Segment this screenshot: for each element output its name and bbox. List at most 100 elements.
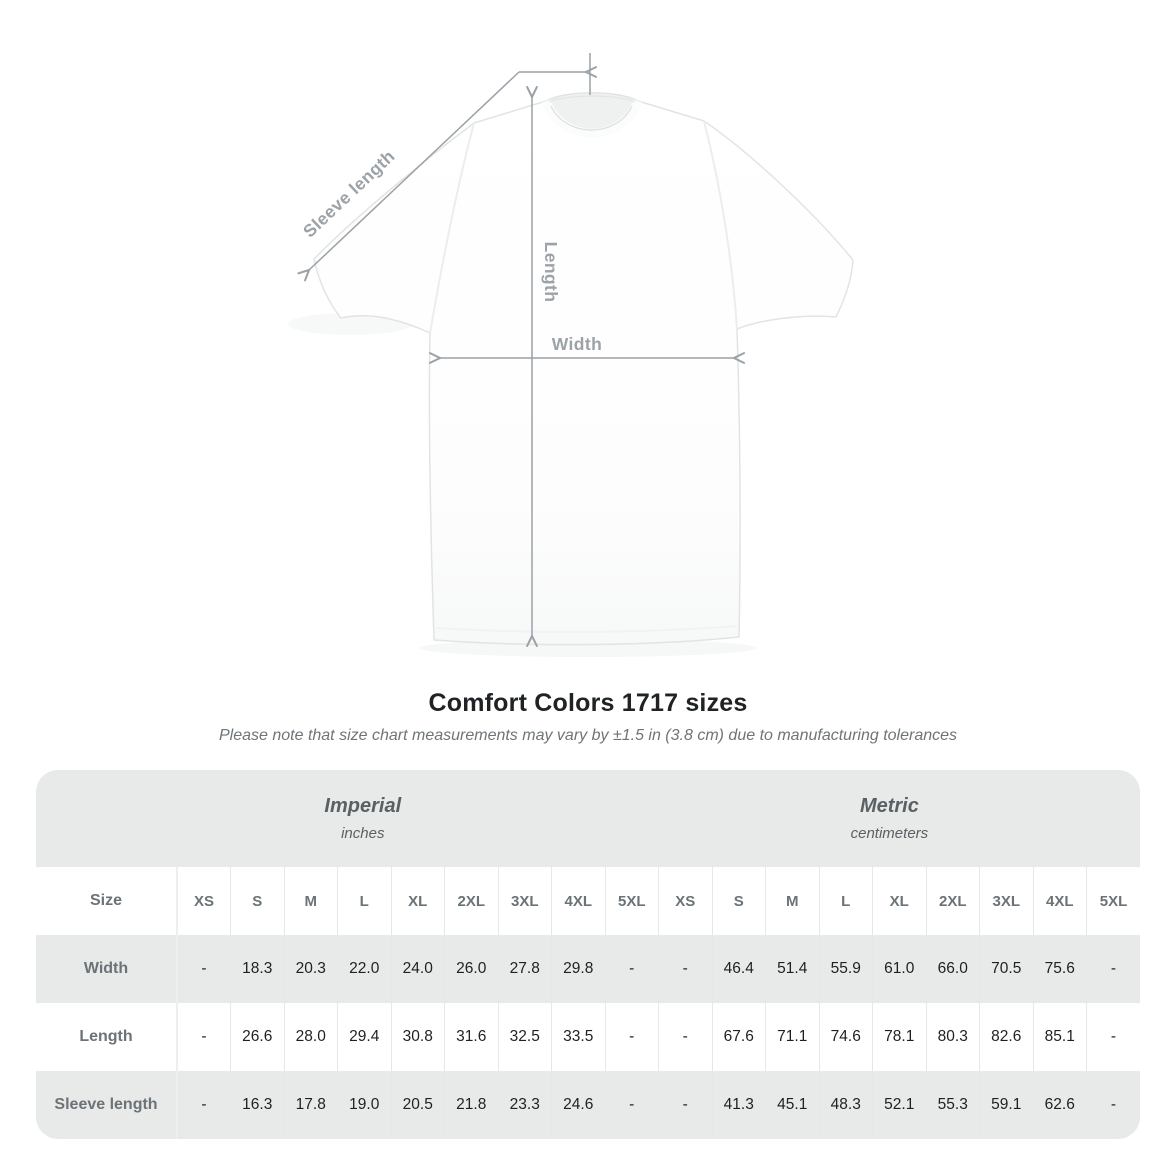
size-col-header-metric: L [818,867,873,935]
value-cell: 85.1 [1032,1003,1087,1071]
size-col-header-imperial: 4XL [551,867,605,935]
measurement-row: Sleeve length -16.3 17.8 19.0 20.5 21.8 23.3 24… [36,1071,1140,1139]
collar-inner-edge [550,105,633,131]
page-title: Comfort Colors 1717 sizes [428,689,748,717]
imperial-header-group: Imperial inches [324,770,401,867]
width-label: Width [552,334,602,354]
tshirt-figure: Sleeve length Length Width [288,53,854,648]
metric-title: Metric [859,795,919,817]
size-col-header-imperial: XL [390,867,445,935]
size-col-header-imperial: L [337,867,391,935]
collar-back-edge [548,95,636,103]
imperial-title: Imperial [324,795,402,817]
tolerance-note: Please note that size chart measurements… [218,727,958,744]
size-col-header-metric: S [711,867,766,935]
row-label: Sleeve length [36,1071,177,1139]
value-cell: - [1086,1003,1140,1071]
row-label: Length [36,1003,177,1071]
value-cell: - [658,1003,712,1071]
size-col-header-metric: XS [658,867,712,935]
size-col-header-metric: M [765,867,819,935]
size-col-header-metric: 4XL [1032,867,1087,935]
value-cell: 26.6 [230,1003,284,1071]
value-cell: 20.3 [283,935,338,1003]
value-cell: 52.1 [872,1071,926,1139]
table-body: Size XS S M L XL 2XL 3XL 4XL 5XL XS S M L XL 2XL 3XL 4XL 5… [36,867,1140,1139]
size-corner-cell: Size [36,867,177,935]
row-label: Width [36,935,177,1003]
metric-header-group: Metric centimeters [851,770,929,867]
value-cell: 61.0 [872,935,926,1003]
collar-band [541,99,643,138]
sleeve-length-arrow [309,71,520,270]
value-cell: 24.6 [551,1071,605,1139]
value-cell: 80.3 [925,1003,980,1071]
value-cell: - [604,1003,659,1071]
value-cell: 26.0 [444,935,498,1003]
value-cell: 71.1 [765,1003,819,1071]
value-cell: 33.5 [551,1003,605,1071]
value-cell: 55.9 [818,935,873,1003]
value-cell: - [176,1071,231,1139]
value-cell: 30.8 [390,1003,445,1071]
value-cell: - [658,1071,712,1139]
value-cell: 29.8 [551,935,605,1003]
size-col-header-imperial: S [230,867,284,935]
value-cell: - [658,935,712,1003]
tshirt-body [313,92,854,646]
tshirt-graphic [313,92,854,646]
size-header-row: Size XS S M L XL 2XL 3XL 4XL 5XL XS S M L XL 2XL 3XL 4XL 5… [36,867,1140,935]
value-cell: - [1086,1071,1140,1139]
units-header: Imperial inches Metric centimeters [36,770,1140,867]
value-cell: 27.8 [497,935,552,1003]
value-cell: 59.1 [979,1071,1033,1139]
value-cell: 74.6 [818,1003,873,1071]
value-cell: 29.4 [337,1003,391,1071]
length-label: Length [541,242,561,303]
value-cell: 28.0 [283,1003,338,1071]
value-cell: 82.6 [979,1003,1033,1071]
measurement-lines [309,53,734,636]
value-cell: 78.1 [872,1003,926,1071]
metric-unit: centimeters [850,825,929,842]
value-cell: - [176,935,231,1003]
value-cell: 21.8 [444,1071,498,1139]
size-chart-card: Imperial inches Metric centimeters Size X… [36,770,1140,1139]
size-col-header-metric: 3XL [979,867,1033,935]
size-col-header-imperial: M [283,867,338,935]
size-col-header-imperial: 3XL [497,867,552,935]
measurement-row: Length -26.6 28.0 29.4 30.8 31.6 32.5 33.5- -67.… [36,1003,1140,1071]
value-cell: 55.3 [925,1071,980,1139]
value-cell: - [604,1071,659,1139]
hem-stitch [435,625,737,633]
measurements-table: Size XS S M L XL 2XL 3XL 4XL 5XL XS S M L XL 2XL 3XL 4XL 5… [36,867,1140,1139]
value-cell: 18.3 [230,935,284,1003]
value-cell: 67.6 [711,1003,766,1071]
value-cell: 16.3 [230,1071,284,1139]
value-cell: 66.0 [925,935,980,1003]
measurement-row: Width -18.3 20.3 22.0 24.0 26.0 27.8 29.8- -46.4… [36,935,1140,1003]
value-cell: 45.1 [765,1071,819,1139]
imperial-unit: inches [341,825,385,842]
value-cell: 48.3 [818,1071,873,1139]
value-cell: 23.3 [497,1071,552,1139]
value-cell: 31.6 [444,1003,498,1071]
value-cell: 75.6 [1032,935,1087,1003]
value-cell: - [1086,935,1140,1003]
sleeve-shadow [288,313,412,335]
value-cell: - [176,1003,231,1071]
size-col-header-metric: XL [872,867,926,935]
value-cell: 17.8 [283,1071,338,1139]
value-cell: 41.3 [711,1071,766,1139]
value-cell: 32.5 [497,1003,552,1071]
value-cell: 19.0 [337,1071,391,1139]
value-cell: 24.0 [390,935,445,1003]
size-col-header-imperial: 2XL [444,867,498,935]
value-cell: 62.6 [1032,1071,1087,1139]
size-col-header-metric: 2XL [925,867,980,935]
left-sleeve-seam [429,122,475,334]
value-cell: 20.5 [390,1071,445,1139]
value-cell: 51.4 [765,935,819,1003]
right-sleeve-seam [703,120,738,330]
